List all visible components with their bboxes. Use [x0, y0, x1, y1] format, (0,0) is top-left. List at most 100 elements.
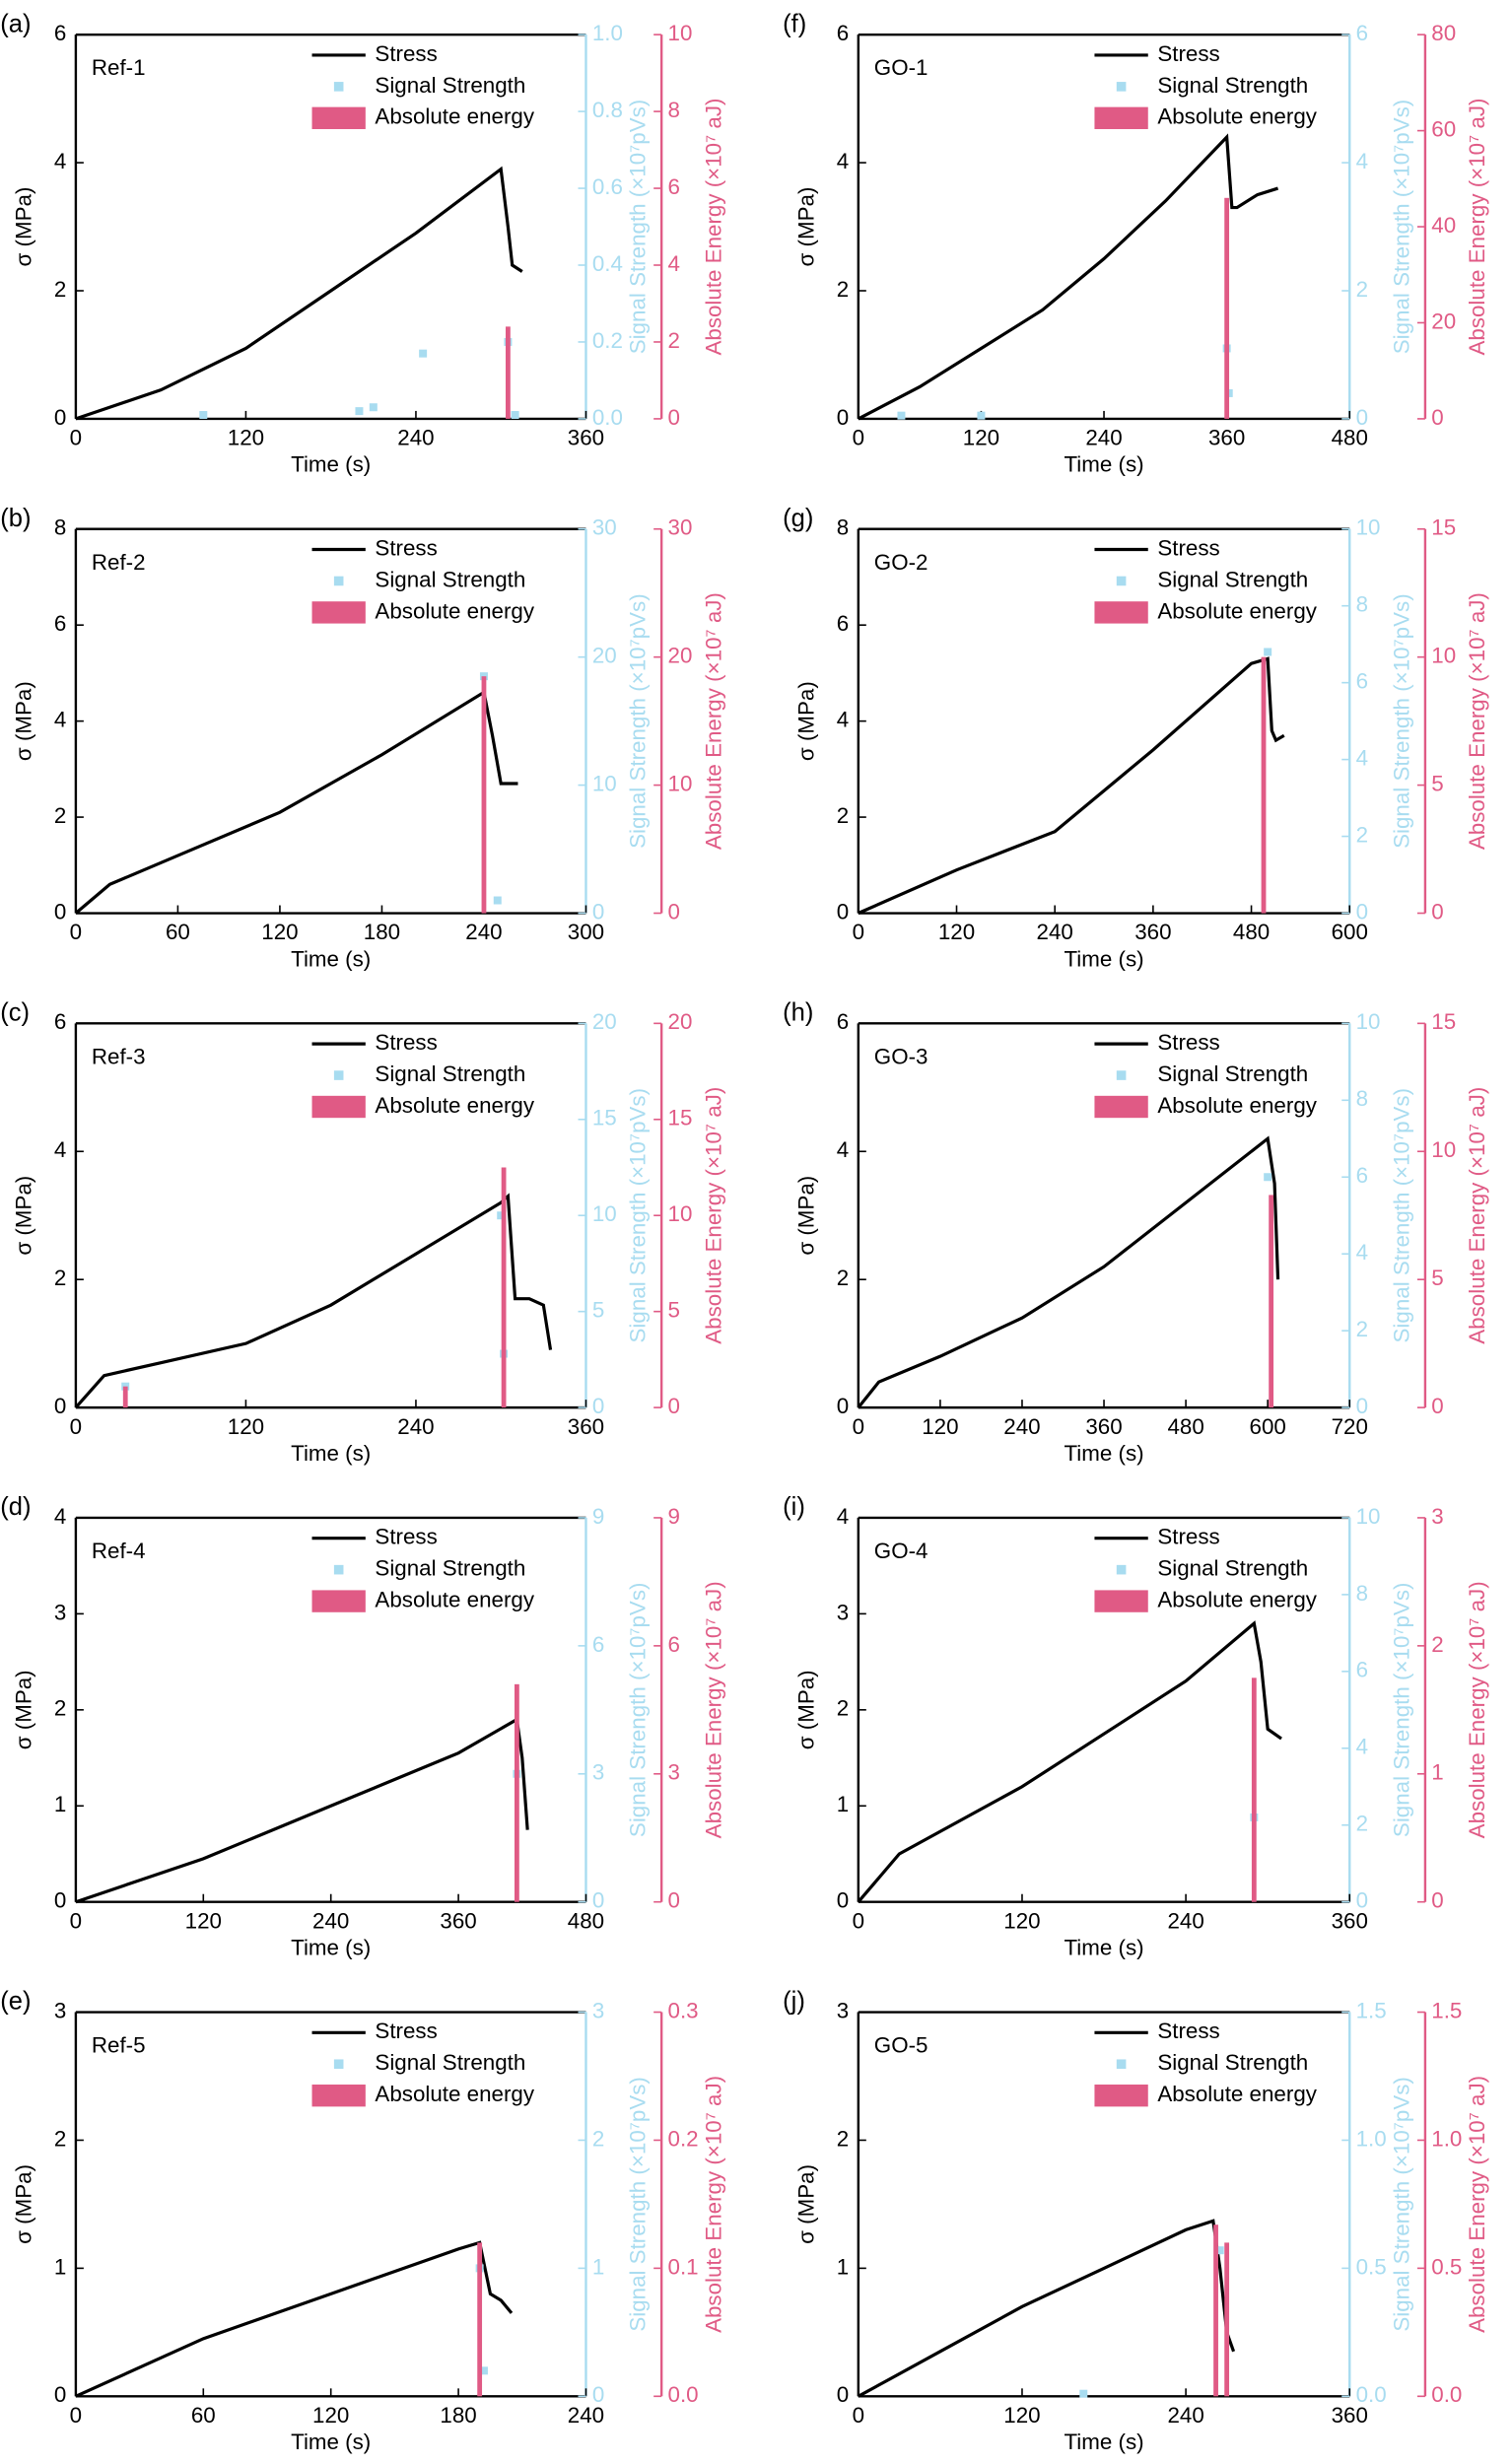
y-tick-label: 0 — [54, 2382, 66, 2407]
y-tick-label: 4 — [54, 149, 66, 173]
y3-tick-label: 60 — [1431, 116, 1456, 141]
signal-point — [355, 407, 364, 416]
y3-tick-label: 30 — [668, 515, 693, 540]
y-tick-label: 4 — [54, 708, 66, 732]
x-axis-label: Time (s) — [291, 2430, 371, 2454]
y2-tick-label: 0 — [592, 2382, 604, 2407]
legend-label: Signal Strength — [375, 2050, 525, 2075]
y2-tick-label: 6 — [1356, 669, 1368, 694]
x-tick-label: 0 — [70, 1414, 82, 1439]
legend-label: Absolute energy — [1157, 1588, 1317, 1612]
y2-tick-label: 0 — [1356, 1888, 1368, 1913]
x-tick-label: 0 — [853, 426, 864, 450]
y-tick-label: 6 — [54, 611, 66, 636]
x-tick-label: 120 — [185, 1908, 222, 1933]
y-tick-label: 2 — [54, 1266, 66, 1290]
signal-point — [121, 1382, 130, 1391]
y2-axis-label: Signal Strength (×10⁷pVs) — [626, 1088, 651, 1343]
stress-line — [858, 133, 1279, 421]
y-tick-label: 0 — [837, 2382, 849, 2407]
x-tick-label: 240 — [1167, 1908, 1203, 1933]
y2-tick-label: 0.2 — [592, 328, 623, 353]
y3-tick-label: 3 — [1431, 1504, 1443, 1529]
signal-point — [1264, 1173, 1272, 1182]
y2-tick-label: 10 — [1356, 515, 1381, 540]
y-tick-label: 4 — [54, 1504, 66, 1529]
x-tick-label: 240 — [465, 920, 502, 944]
y3-tick-label: 10 — [1431, 644, 1456, 668]
y2-axis-label: Signal Strength (×10⁷pVs) — [1389, 2077, 1413, 2332]
x-axis-label: Time (s) — [291, 452, 371, 477]
y3-axis-label: Absolute Energy (×10⁷ aJ) — [1465, 2076, 1489, 2333]
legend-swatch — [1116, 2059, 1127, 2070]
y-axis-label: σ (MPa) — [12, 2164, 36, 2244]
y2-tick-label: 1.5 — [1356, 1998, 1387, 2022]
x-axis-label: Time (s) — [291, 1441, 371, 1466]
y3-axis-label: Absolute Energy (×10⁷ aJ) — [1465, 592, 1489, 850]
y3-axis-label: Absolute Energy (×10⁷ aJ) — [1465, 1581, 1489, 1838]
y-axis-label: σ (MPa) — [794, 1176, 819, 1256]
y2-tick-label: 9 — [592, 1504, 604, 1529]
x-tick-label: 480 — [568, 1908, 604, 1933]
x-tick-label: 0 — [70, 1908, 82, 1933]
y3-tick-label: 10 — [1431, 1137, 1456, 1162]
energy-bar — [1261, 656, 1267, 914]
panel-label: (b) — [0, 505, 31, 532]
legend-swatch — [333, 576, 344, 586]
y3-tick-label: 1 — [1431, 1760, 1443, 1785]
x-tick-label: 120 — [938, 920, 975, 944]
panel-label: (d) — [0, 1493, 31, 1521]
y2-tick-label: 4 — [1356, 1240, 1368, 1265]
y-tick-label: 0 — [54, 1394, 66, 1418]
x-tick-label: 480 — [1332, 426, 1368, 450]
signal-point — [1215, 2246, 1224, 2255]
sample-label: GO-4 — [874, 1539, 928, 1563]
y-tick-label: 0 — [54, 899, 66, 924]
y3-tick-label: 0 — [1431, 899, 1443, 924]
y-axis-label: σ (MPa) — [12, 187, 36, 267]
x-axis-label: Time (s) — [1064, 946, 1143, 971]
y2-tick-label: 0 — [592, 899, 604, 924]
x-tick-label: 0 — [70, 920, 82, 944]
y3-tick-label: 40 — [1431, 213, 1456, 238]
x-tick-label: 360 — [1208, 426, 1245, 450]
y3-tick-label: 10 — [668, 1201, 693, 1226]
y2-tick-label: 3 — [592, 1998, 604, 2022]
y2-tick-label: 0 — [592, 1888, 604, 1913]
y3-tick-label: 0 — [1431, 1394, 1443, 1418]
y2-tick-label: 0 — [1356, 1394, 1368, 1418]
legend-label: Absolute energy — [375, 1588, 534, 1612]
sample-label: Ref-3 — [92, 1044, 146, 1068]
y-tick-label: 4 — [54, 1137, 66, 1162]
y2-tick-label: 8 — [1356, 1086, 1368, 1111]
x-axis-label: Time (s) — [1064, 452, 1143, 477]
y2-tick-label: 30 — [592, 515, 617, 540]
stress-line — [74, 689, 518, 915]
y3-tick-label: 2 — [668, 328, 680, 353]
y2-tick-label: 1.0 — [592, 21, 623, 45]
y-tick-label: 0 — [837, 1394, 849, 1418]
y-tick-label: 0 — [837, 1888, 849, 1913]
legend-swatch — [1094, 2085, 1148, 2107]
legend-swatch — [1094, 1095, 1148, 1119]
legend-swatch — [1094, 601, 1148, 624]
y-tick-label: 8 — [54, 515, 66, 540]
x-tick-label: 240 — [1003, 1414, 1040, 1439]
energy-bar — [1269, 1195, 1274, 1408]
legend-label: Stress — [1157, 535, 1219, 560]
signal-point — [493, 896, 502, 905]
stress-line — [75, 2240, 514, 2398]
y3-tick-label: 0.0 — [1431, 2382, 1462, 2407]
x-tick-label: 180 — [440, 2403, 476, 2428]
y2-tick-label: 0 — [592, 1394, 604, 1418]
energy-bar — [1224, 197, 1230, 419]
y3-tick-label: 0.0 — [668, 2382, 699, 2407]
y2-tick-label: 6 — [1356, 1658, 1368, 1682]
legend-swatch — [311, 2085, 366, 2107]
x-tick-label: 0 — [853, 1414, 864, 1439]
x-tick-label: 120 — [261, 920, 298, 944]
sample-label: GO-5 — [874, 2033, 928, 2058]
x-tick-label: 360 — [1332, 1908, 1368, 1933]
legend-label: Signal Strength — [1157, 567, 1308, 591]
